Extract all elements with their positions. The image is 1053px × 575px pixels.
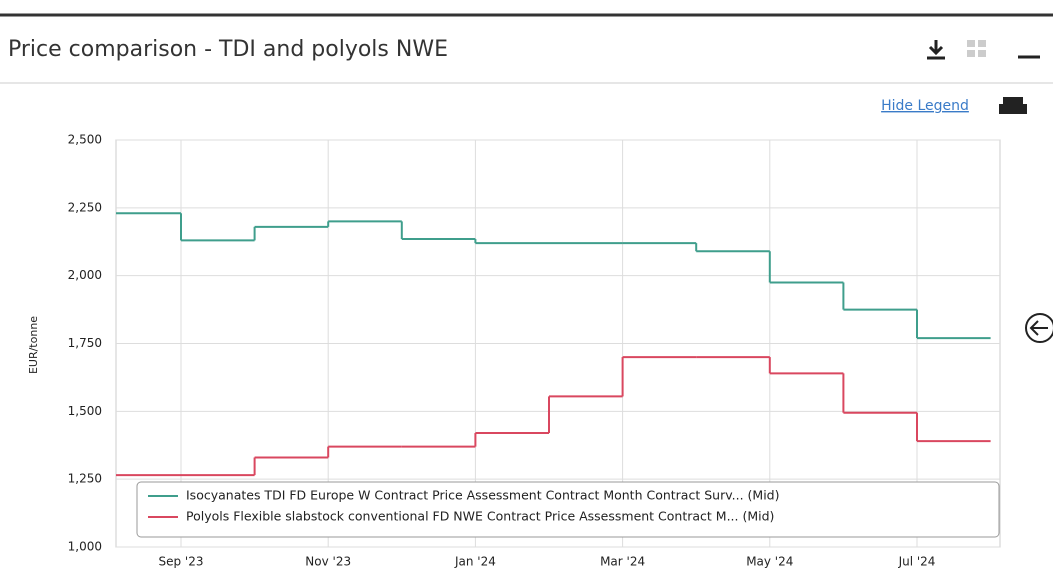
series-line	[116, 356, 991, 477]
y-tick-label: 2,500	[68, 133, 102, 147]
x-tick-label: Nov '23	[305, 555, 351, 569]
y-tick-label: 1,000	[68, 540, 102, 554]
legend-label: Isocyanates TDI FD Europe W Contract Pri…	[186, 488, 779, 503]
legend-label: Polyols Flexible slabstock conventional …	[186, 509, 774, 524]
x-tick-label: Sep '23	[159, 555, 204, 569]
download-icon[interactable]	[927, 40, 945, 60]
print-icon[interactable]	[999, 97, 1027, 114]
x-tick-label: Mar '24	[600, 555, 645, 569]
y-tick-label: 1,250	[68, 472, 102, 486]
x-tick-label: Jan '24	[454, 555, 496, 569]
y-axis-label: EUR/tonne	[27, 316, 40, 374]
legend-box	[136, 481, 1000, 538]
x-tick-label: May '24	[746, 555, 793, 569]
x-tick-label: Jul '24	[898, 555, 936, 569]
grid-icon[interactable]	[967, 40, 986, 57]
y-tick-label: 2,000	[68, 268, 102, 282]
chart-title: Price comparison - TDI and polyols NWE	[8, 37, 448, 62]
back-icon[interactable]	[1025, 313, 1053, 343]
series-line	[116, 212, 991, 340]
y-tick-label: 1,750	[68, 336, 102, 350]
y-tick-label: 2,250	[68, 200, 102, 214]
hide-legend-link[interactable]: Hide Legend	[881, 98, 969, 114]
y-tick-label: 1,500	[68, 404, 102, 418]
